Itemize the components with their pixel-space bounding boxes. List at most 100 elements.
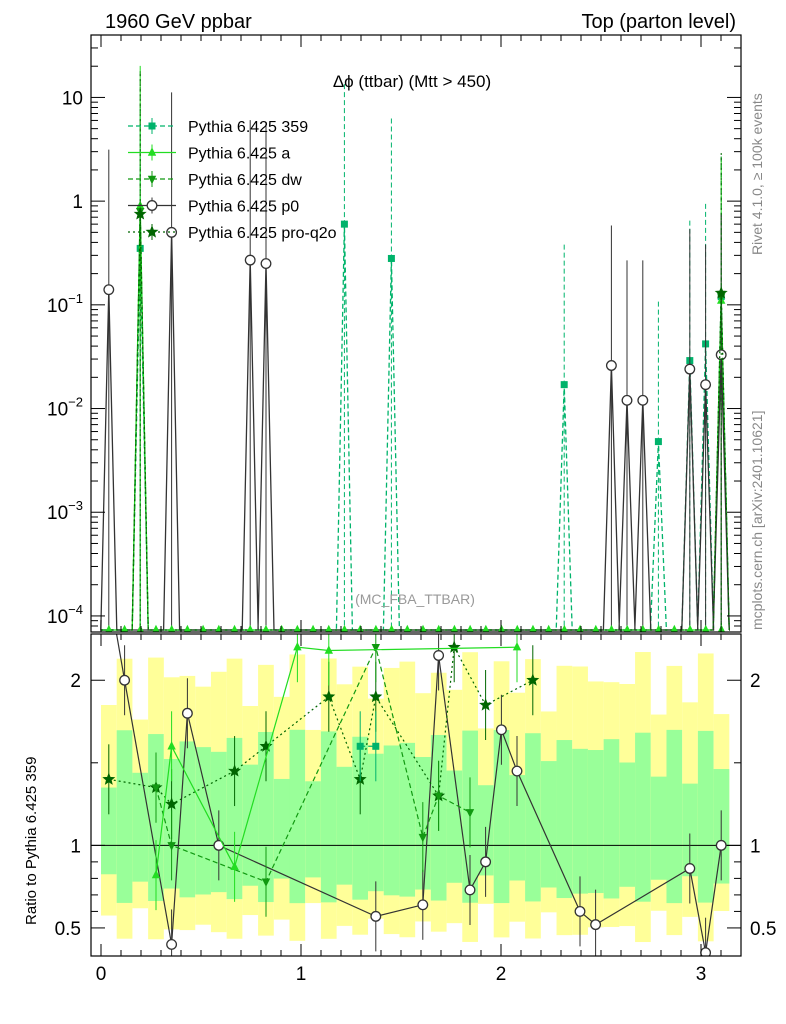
series-line-p359 [101, 224, 730, 631]
ratio-band-inner [289, 729, 306, 904]
ratio-band-inner [179, 741, 196, 898]
ratio-point-proq2o [322, 689, 336, 703]
ratio-band-inner [666, 729, 683, 904]
ratio-series-a [151, 634, 522, 911]
ratio-band-inner [116, 730, 133, 903]
ratio-line-proq2o [108, 645, 534, 805]
ratio-band-inner [320, 731, 337, 903]
y-tick-label: 10−2 [47, 395, 83, 421]
ratio-series-p0 [115, 634, 727, 956]
ratio-point-p0 [480, 856, 492, 868]
zero-bin-marker [152, 624, 160, 632]
zero-bin-marker [136, 624, 144, 632]
ratio-point-proq2o [259, 739, 273, 752]
x-tick-label: 1 [296, 964, 307, 985]
zero-bin-marker [372, 624, 380, 632]
legend-marker [148, 122, 156, 130]
series-p0 [100, 92, 730, 631]
ratio-point-proq2o [102, 772, 116, 785]
ratio-band-inner [383, 745, 400, 896]
ratio-tick-label-left: 2 [70, 671, 81, 692]
ratio-band-inner [336, 766, 353, 885]
data-point-proq2o [133, 207, 147, 220]
data-point-p0 [166, 226, 178, 238]
ratio-band-inner [305, 781, 321, 878]
ratio-point-dw [465, 809, 475, 818]
ratio-point-a [167, 741, 176, 750]
ratio-band-inner [242, 764, 259, 886]
zero-bin-marker [670, 624, 678, 632]
ratio-band-inner [195, 747, 211, 895]
zero-bin-marker [482, 624, 490, 632]
ratio-point-a [324, 645, 333, 654]
ratio-point-dw [261, 878, 271, 887]
series-line-dw [101, 211, 730, 631]
ratio-point-p0 [464, 884, 476, 896]
ratio-point-dw [418, 833, 427, 843]
y-tick-label: 10−4 [47, 602, 83, 628]
data-point-p0 [684, 363, 696, 375]
data-point-p359 [387, 254, 395, 262]
legend-item-a: Pythia 6.425 a [128, 144, 290, 163]
ratio-tick-label-right: 2 [750, 671, 761, 692]
ratio-band-inner [368, 753, 384, 892]
main-series-group [100, 65, 730, 632]
main-plot-frame [90, 34, 742, 633]
zero-bin-marker [120, 624, 129, 632]
ratio-band-inner [697, 730, 714, 903]
y-tick-label: 10−3 [47, 498, 83, 524]
zero-bin-marker [529, 624, 537, 632]
zero-bin-marker [403, 624, 411, 632]
ratio-series-group [102, 634, 727, 956]
ratio-uncertainty-bands [101, 652, 730, 943]
chart-title: Δϕ (ttbar) (Mtt > 450) [333, 72, 491, 91]
ratio-band-inner [399, 742, 416, 897]
y-tick-label: 1 [72, 192, 83, 213]
zero-bin-marker [686, 624, 694, 632]
data-point-p0 [244, 254, 256, 266]
series-proq2o [101, 74, 730, 631]
legend-label: Pythia 6.425 pro-q2o [188, 225, 337, 242]
zero-bin-marker [340, 624, 349, 632]
ratio-band-inner [446, 770, 463, 883]
ratio-point-p0 [119, 674, 131, 686]
series-line-proq2o [101, 214, 730, 631]
ratio-band-inner [587, 750, 604, 894]
ratio-point-p0 [417, 899, 429, 911]
ratio-tick-label-right: 0.5 [750, 919, 776, 940]
ratio-band-inner [132, 772, 149, 882]
zero-bin-marker [560, 624, 568, 632]
data-point-p0 [637, 394, 649, 406]
ratio-band-inner [682, 783, 698, 877]
zero-bin-marker [592, 624, 600, 632]
legend: Pythia 6.425 359 Pythia 6.425 a Pythia 6.4… [128, 118, 337, 242]
zero-bin-marker [497, 624, 506, 632]
ratio-point-p0 [370, 910, 382, 922]
ratio-band-inner [525, 733, 541, 902]
ratio-band-inner [603, 739, 620, 899]
legend-label: Pythia 6.425 359 [188, 119, 308, 136]
legend-label: Pythia 6.425 p0 [188, 199, 299, 216]
ratio-point-a [512, 642, 522, 651]
data-point-p359 [560, 381, 568, 389]
ratio-point-proq2o [228, 764, 242, 777]
ratio-point-dw [151, 784, 161, 793]
zero-bin-marker [168, 624, 176, 632]
ratio-point-p0 [574, 905, 586, 917]
y-tick-label: 10−1 [47, 291, 83, 317]
ratio-point-a [151, 869, 161, 879]
legend-marker [146, 200, 158, 211]
x-tick-label: 3 [696, 964, 707, 985]
ratio-band-inner [650, 776, 667, 880]
zero-bin-marker [293, 624, 301, 632]
zero-bin-marker [545, 624, 553, 632]
legend-item-p359: Pythia 6.425 359 [128, 118, 308, 136]
data-point-p0 [700, 379, 712, 391]
zero-bin-marker [513, 624, 521, 632]
ratio-y-axis-label: Ratio to Pythia 6.425 359 [23, 757, 40, 925]
zero-bin-marker [450, 624, 459, 632]
ratio-band-inner [635, 732, 651, 902]
legend-marker [147, 147, 157, 156]
ratio-point-p0 [715, 839, 727, 851]
